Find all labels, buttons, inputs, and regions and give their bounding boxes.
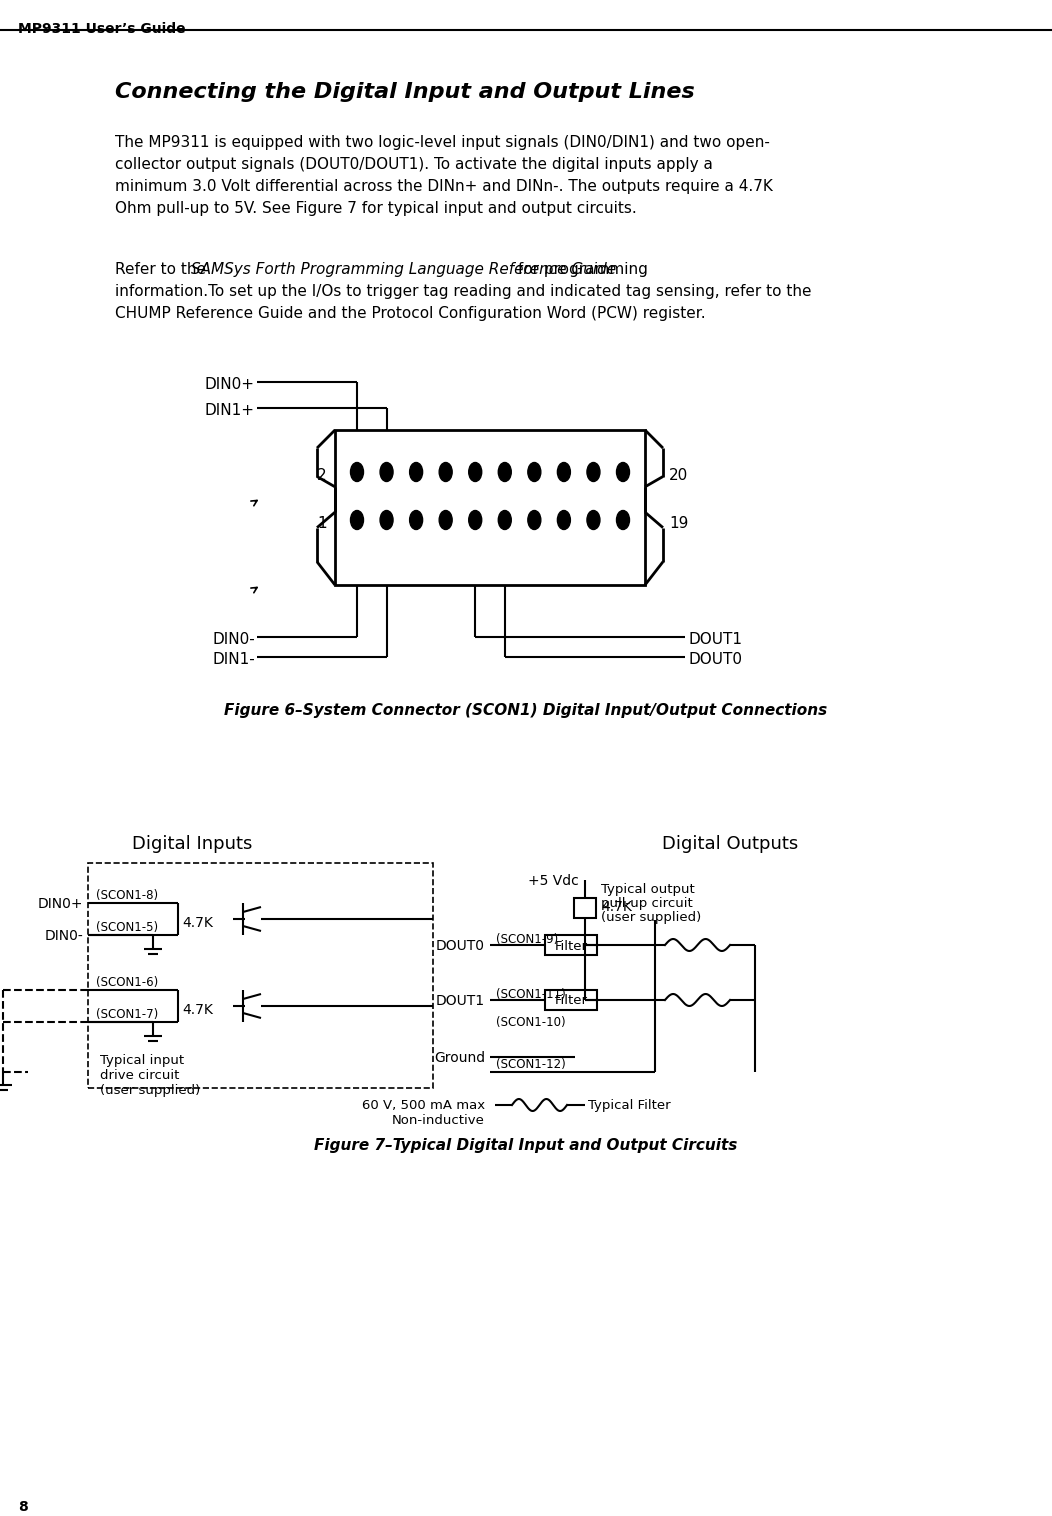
Text: (SCON1-11): (SCON1-11) — [495, 988, 566, 1001]
Text: DIN0-: DIN0- — [44, 929, 83, 943]
Bar — [545, 935, 596, 955]
Ellipse shape — [380, 511, 393, 529]
Text: for programming: for programming — [513, 262, 648, 277]
Ellipse shape — [350, 462, 364, 482]
Text: DOUT1: DOUT1 — [436, 994, 485, 1008]
Text: DIN0+: DIN0+ — [205, 377, 255, 393]
Text: Filter: Filter — [554, 940, 587, 952]
Text: 2: 2 — [318, 468, 327, 484]
Text: Refer to the: Refer to the — [115, 262, 210, 277]
Text: Ohm pull-up to 5V. See Figure 7 for typical input and output circuits.: Ohm pull-up to 5V. See Figure 7 for typi… — [115, 202, 636, 215]
Text: The MP9311 is equipped with two logic-level input signals (DIN0/DIN1) and two op: The MP9311 is equipped with two logic-le… — [115, 135, 770, 150]
Text: (SCON1-8): (SCON1-8) — [96, 888, 158, 902]
Text: SAMSys Forth Programming Language Reference Guide: SAMSys Forth Programming Language Refere… — [191, 262, 616, 277]
Ellipse shape — [409, 462, 423, 482]
Text: (SCON1-6): (SCON1-6) — [96, 976, 158, 988]
Text: 1: 1 — [318, 515, 327, 531]
Text: Typical Filter: Typical Filter — [588, 1099, 670, 1113]
Text: information.To set up the I/Os to trigger tag reading and indicated tag sensing,: information.To set up the I/Os to trigge… — [115, 283, 811, 299]
Ellipse shape — [439, 462, 452, 482]
Text: Filter: Filter — [554, 994, 587, 1008]
Text: DIN0-: DIN0- — [213, 632, 255, 647]
Bar — [574, 897, 596, 919]
Text: DIN1-: DIN1- — [213, 652, 255, 667]
Text: Figure 7–Typical Digital Input and Output Circuits: Figure 7–Typical Digital Input and Outpu… — [315, 1139, 737, 1154]
Bar — [545, 990, 596, 1010]
Text: DOUT0: DOUT0 — [688, 652, 742, 667]
Ellipse shape — [380, 462, 393, 482]
Text: 4.7K: 4.7K — [601, 901, 632, 914]
Text: Digital Outputs: Digital Outputs — [662, 835, 798, 854]
Text: (SCON1-10): (SCON1-10) — [495, 1016, 566, 1029]
Text: DOUT0: DOUT0 — [436, 938, 485, 954]
Ellipse shape — [616, 511, 629, 529]
Text: collector output signals (DOUT0/DOUT1). To activate the digital inputs apply a: collector output signals (DOUT0/DOUT1). … — [115, 158, 713, 171]
Text: MP9311 User’s Guide: MP9311 User’s Guide — [18, 23, 185, 36]
Bar — [88, 863, 433, 1088]
Bar — [335, 431, 645, 585]
Text: Typical output: Typical output — [601, 882, 694, 896]
Text: DIN1+: DIN1+ — [205, 403, 255, 418]
Text: +5 Vdc: +5 Vdc — [528, 875, 579, 888]
Text: (SCON1-12): (SCON1-12) — [495, 1058, 566, 1070]
Ellipse shape — [528, 511, 541, 529]
Text: (SCON1-5): (SCON1-5) — [96, 922, 158, 934]
Text: 8: 8 — [18, 1499, 27, 1514]
Ellipse shape — [587, 511, 600, 529]
Text: Figure 6–System Connector (SCON1) Digital Input/Output Connections: Figure 6–System Connector (SCON1) Digita… — [224, 703, 828, 719]
Text: CHUMP Reference Guide and the Protocol Configuration Word (PCW) register.: CHUMP Reference Guide and the Protocol C… — [115, 306, 706, 321]
Text: Connecting the Digital Input and Output Lines: Connecting the Digital Input and Output … — [115, 82, 694, 102]
Text: (SCON1-7): (SCON1-7) — [96, 1008, 158, 1020]
Ellipse shape — [439, 511, 452, 529]
Text: (SCON1-9): (SCON1-9) — [495, 932, 559, 946]
Text: (user supplied): (user supplied) — [100, 1084, 200, 1098]
Text: Typical input: Typical input — [100, 1054, 184, 1067]
Text: DOUT1: DOUT1 — [688, 632, 742, 647]
Ellipse shape — [587, 462, 600, 482]
Ellipse shape — [469, 511, 482, 529]
Ellipse shape — [469, 462, 482, 482]
Text: Non-inductive: Non-inductive — [392, 1114, 485, 1126]
Text: Digital Inputs: Digital Inputs — [132, 835, 252, 854]
Ellipse shape — [616, 462, 629, 482]
Text: 20: 20 — [669, 468, 688, 484]
Ellipse shape — [558, 511, 570, 529]
Text: pull-up circuit: pull-up circuit — [601, 897, 693, 910]
Text: drive circuit: drive circuit — [100, 1069, 180, 1082]
Text: 4.7K: 4.7K — [182, 1004, 213, 1017]
Ellipse shape — [528, 462, 541, 482]
Ellipse shape — [558, 462, 570, 482]
Ellipse shape — [499, 462, 511, 482]
Text: Ground: Ground — [433, 1051, 485, 1066]
Text: 19: 19 — [669, 515, 688, 531]
Text: 4.7K: 4.7K — [182, 916, 213, 929]
Ellipse shape — [350, 511, 364, 529]
Text: DIN0+: DIN0+ — [38, 897, 83, 911]
Ellipse shape — [409, 511, 423, 529]
Text: minimum 3.0 Volt differential across the DINn+ and DINn-. The outputs require a : minimum 3.0 Volt differential across the… — [115, 179, 773, 194]
Ellipse shape — [499, 511, 511, 529]
Text: (user supplied): (user supplied) — [601, 911, 702, 923]
Text: 60 V, 500 mA max: 60 V, 500 mA max — [362, 1099, 485, 1113]
